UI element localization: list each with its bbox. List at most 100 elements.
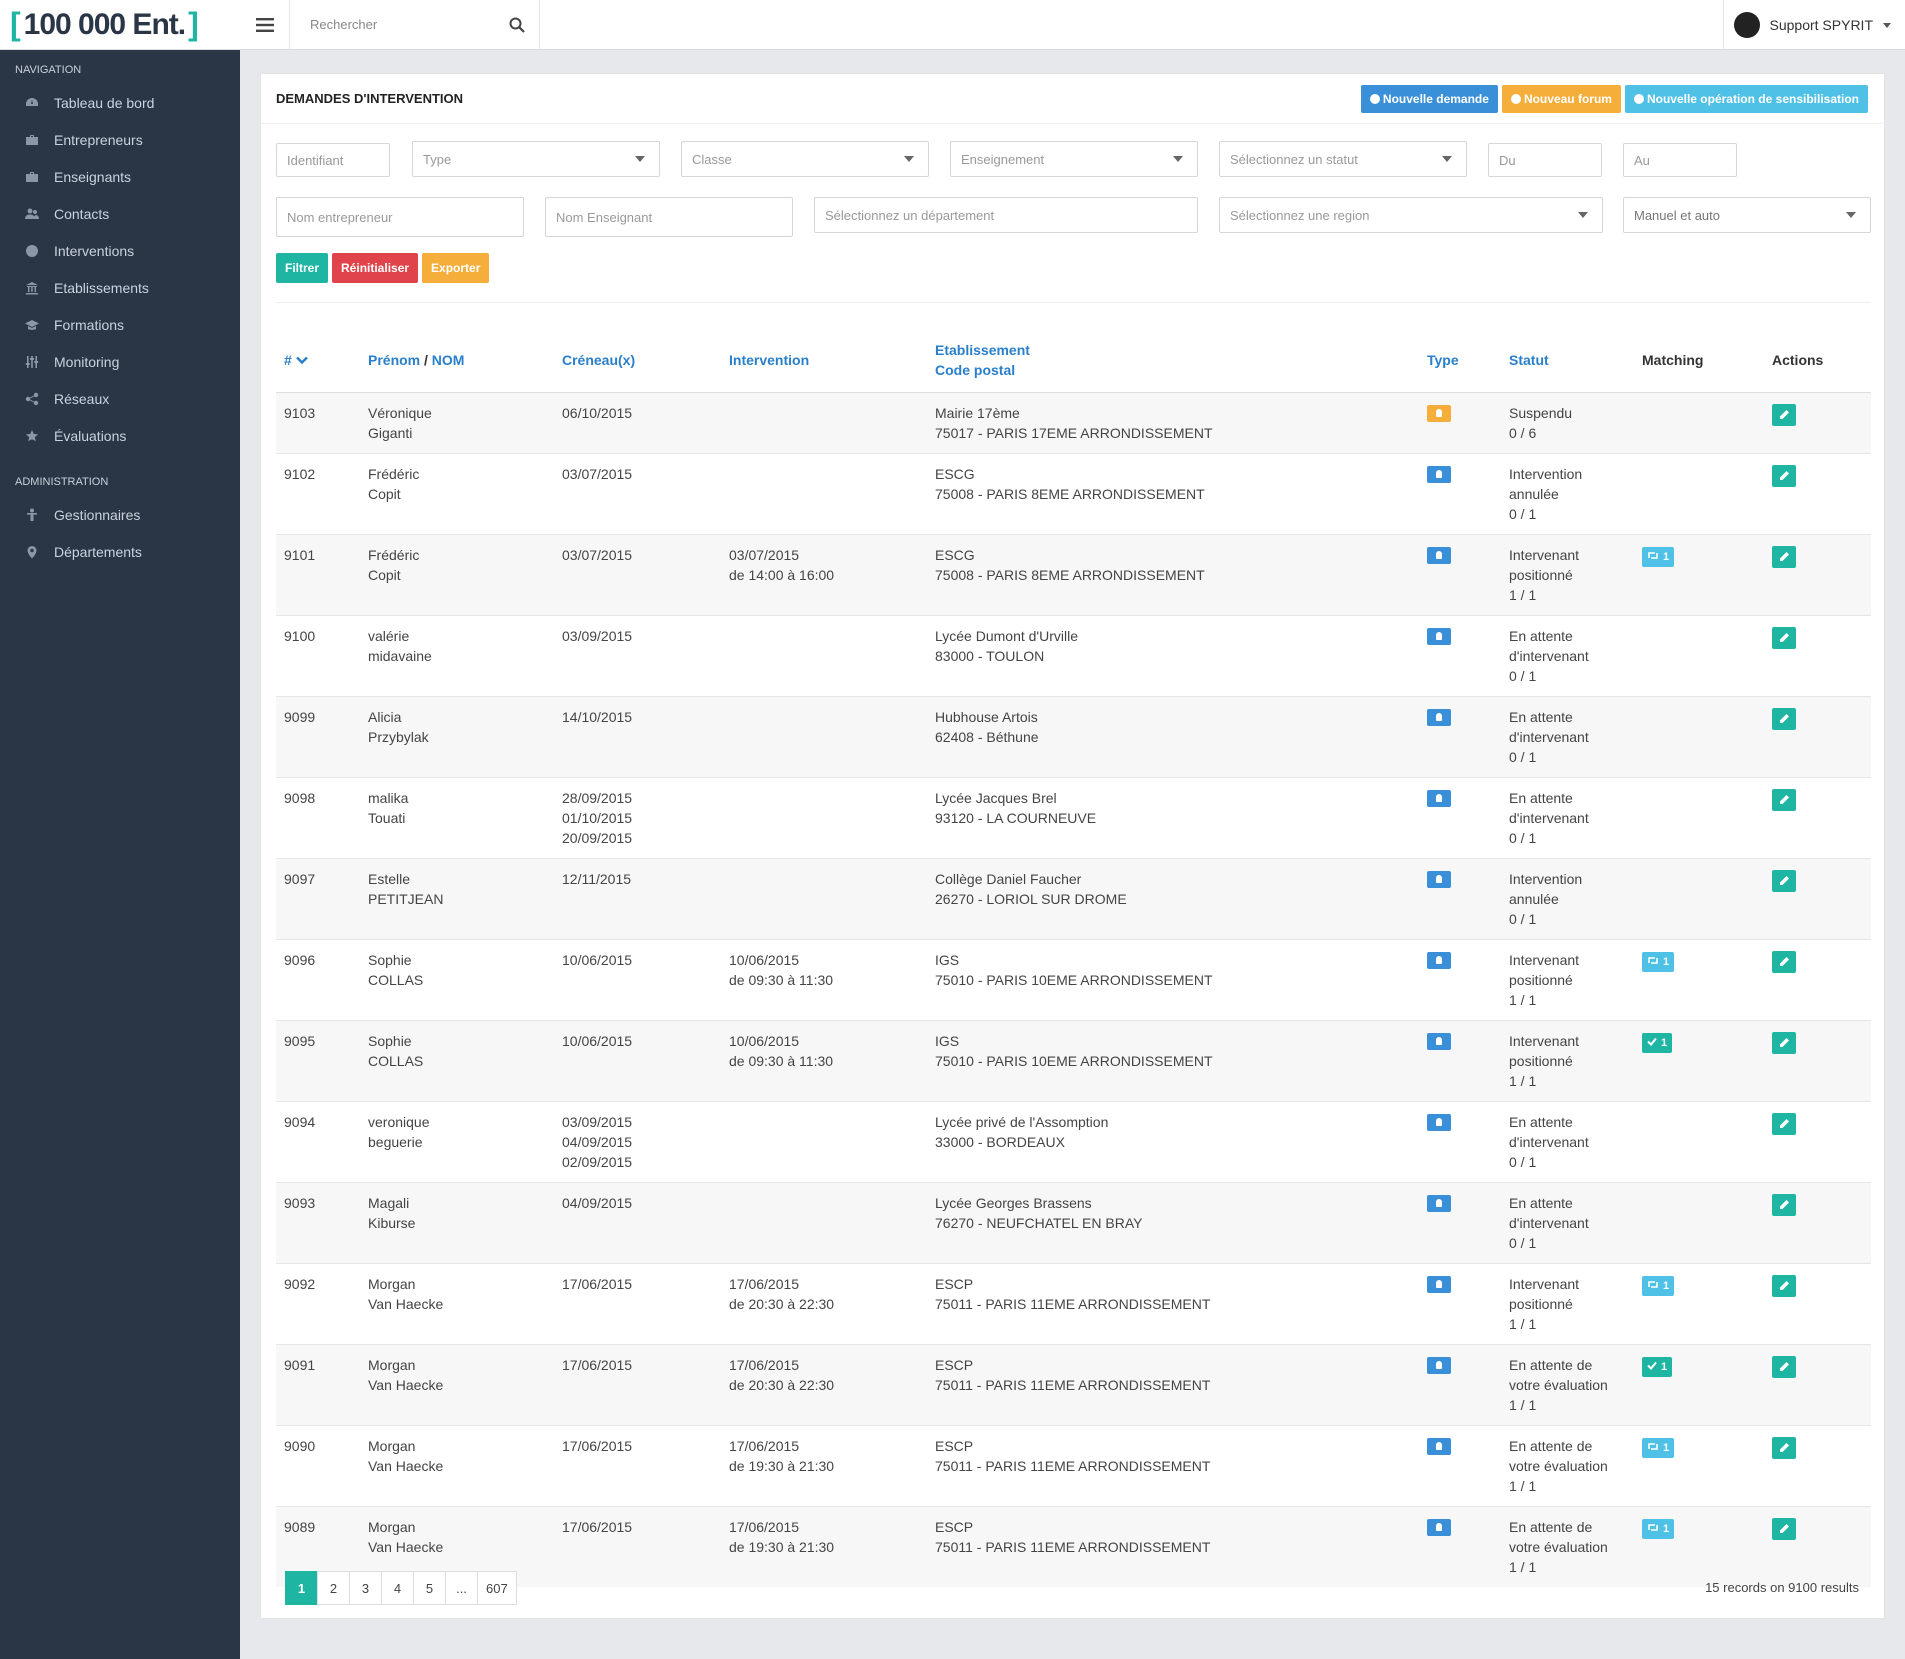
classe-select[interactable]: Classe — [681, 141, 929, 177]
new-operation-button[interactable]: Nouvelle opération de sensibilisation — [1624, 84, 1868, 113]
matching-validated-badge[interactable]: 1 — [1642, 1356, 1673, 1377]
edit-button[interactable] — [1772, 1274, 1796, 1297]
star-half-icon — [24, 428, 40, 444]
search-input[interactable]: Rechercher — [310, 17, 378, 32]
search-box[interactable]: Rechercher — [290, 0, 540, 50]
table-row[interactable]: 9090 Morgan Van Haecke 17/06/2015 17/06/2015… — [276, 1425, 1871, 1506]
sidebar-item-r-seaux[interactable]: Réseaux — [0, 380, 240, 417]
matching-pending-badge[interactable]: 1 — [1642, 1437, 1675, 1458]
menu-toggle-button[interactable] — [240, 0, 290, 50]
first-name: Véronique — [368, 404, 432, 421]
sidebar-item-contacts[interactable]: Contacts — [0, 195, 240, 232]
sidebar-item-etablissements[interactable]: Etablissements — [0, 269, 240, 306]
edit-button[interactable] — [1772, 1355, 1796, 1378]
matching-pending-badge[interactable]: 1 — [1642, 951, 1675, 972]
page-link[interactable]: 5 — [413, 1571, 446, 1605]
slots: 03/07/2015 — [554, 453, 721, 534]
sort-id-header[interactable]: # — [276, 328, 360, 393]
intervention-date: 10/06/2015 de 09:30 à 11:30 — [721, 1020, 927, 1101]
postal-code: 75011 - PARIS 11EME ARRONDISSEMENT — [935, 1295, 1211, 1312]
sidebar-item-tableau-de-bord[interactable]: Tableau de bord — [0, 84, 240, 121]
request-id: 9094 — [284, 1113, 316, 1130]
edit-button[interactable] — [1772, 707, 1796, 730]
page-link[interactable]: 2 — [317, 1571, 350, 1605]
pagination: 1 2 3 4 5... 607 — [285, 1571, 517, 1605]
region-select[interactable]: Sélectionnez une region — [1219, 197, 1603, 233]
edit-button[interactable] — [1772, 545, 1796, 568]
sort-slots-header[interactable]: Créneau(x) — [554, 328, 721, 393]
table-row[interactable]: 9092 Morgan Van Haecke 17/06/2015 17/06/2015… — [276, 1263, 1871, 1344]
sort-name-header[interactable]: Prénom / NOM — [360, 328, 554, 393]
matching-validated-badge[interactable]: 1 — [1642, 1032, 1673, 1053]
edit-button[interactable] — [1772, 869, 1796, 892]
table-row[interactable]: 9091 Morgan Van Haecke 17/06/2015 17/06/2015… — [276, 1344, 1871, 1425]
statut-select[interactable]: Sélectionnez un statut — [1219, 141, 1467, 177]
teacher-name-input[interactable]: Nom Enseignant — [545, 197, 793, 237]
table-row[interactable]: 9098 malika Touati 28/09/2015 01/10/2015 20/0… — [276, 777, 1871, 858]
reset-button[interactable]: Réinitialiser — [332, 253, 419, 283]
table-row[interactable]: 9093 Magali Kiburse 04/09/2015 Lycée Georges… — [276, 1182, 1871, 1263]
page-link[interactable]: 3 — [349, 1571, 382, 1605]
new-request-button[interactable]: Nouvelle demande — [1360, 84, 1498, 113]
department-select[interactable]: Sélectionnez un département — [814, 197, 1198, 233]
sidebar-item-interventions[interactable]: Interventions — [0, 232, 240, 269]
user-menu[interactable]: Support SPYRIT — [1722, 0, 1905, 50]
admin-item-gestionnaires[interactable]: Gestionnaires — [0, 496, 240, 533]
filter-button[interactable]: Filtrer — [276, 253, 329, 283]
table-row[interactable]: 9096 Sophie COLLAS 10/06/2015 10/06/2015 de 0… — [276, 939, 1871, 1020]
edit-button[interactable] — [1772, 1193, 1796, 1216]
export-button[interactable]: Exporter — [422, 253, 490, 283]
edit-button[interactable] — [1772, 1031, 1796, 1054]
page-link[interactable]: 1 — [285, 1571, 318, 1605]
search-icon[interactable] — [509, 17, 525, 33]
edit-button[interactable] — [1772, 1436, 1796, 1459]
establishment-name: ESCP — [935, 1275, 974, 1292]
date-to-input[interactable]: Au — [1623, 143, 1737, 177]
type-select[interactable]: Type — [412, 141, 660, 177]
app-logo[interactable]: [ 100 000 Ent. ] — [0, 0, 240, 50]
page-link[interactable]: 607 — [477, 1571, 517, 1605]
sidebar-item-monitoring[interactable]: Monitoring — [0, 343, 240, 380]
table-row[interactable]: 9099 Alicia Przybylak 14/10/2015 Hubhouse Ar… — [276, 696, 1871, 777]
sidebar-item-formations[interactable]: Formations — [0, 306, 240, 343]
edit-button[interactable] — [1772, 464, 1796, 487]
sidebar-item--valuations[interactable]: Évaluations — [0, 417, 240, 454]
table-row[interactable]: 9101 Frédéric Copit 03/07/2015 03/07/2015 de … — [276, 534, 1871, 615]
lastname-header-label[interactable]: NOM — [431, 351, 465, 368]
sort-type-header[interactable]: Type — [1419, 328, 1501, 393]
edit-button[interactable] — [1772, 403, 1796, 426]
table-row[interactable]: 9097 Estelle PETITJEAN 12/11/2015 Collège Da… — [276, 858, 1871, 939]
admin-item-d-partements[interactable]: Départements — [0, 533, 240, 570]
sort-establishment-header[interactable]: Etablissement Code postal — [927, 328, 1419, 393]
table-row[interactable]: 9100 valérie midavaine 03/09/2015 Lycée Dumo… — [276, 615, 1871, 696]
sidebar-item-entrepreneurs[interactable]: Entrepreneurs — [0, 121, 240, 158]
identifiant-input[interactable]: Identifiant — [276, 143, 390, 177]
intervention-date — [721, 696, 927, 777]
edit-button[interactable] — [1772, 788, 1796, 811]
department-placeholder: Sélectionnez un département — [825, 207, 995, 223]
table-row[interactable]: 9094 veronique beguerie 03/09/2015 04/09/201… — [276, 1101, 1871, 1182]
edit-button[interactable] — [1772, 1517, 1796, 1540]
mode-select[interactable]: Manuel et auto — [1623, 197, 1871, 233]
edit-button[interactable] — [1772, 950, 1796, 973]
sort-status-header[interactable]: Statut — [1501, 328, 1634, 393]
enseignement-select[interactable]: Enseignement — [950, 141, 1198, 177]
edit-button[interactable] — [1772, 1112, 1796, 1135]
matching-pending-badge[interactable]: 1 — [1642, 1275, 1675, 1296]
new-forum-button[interactable]: Nouveau forum — [1501, 84, 1621, 113]
sidebar-item-enseignants[interactable]: Enseignants — [0, 158, 240, 195]
table-row[interactable]: 9095 Sophie COLLAS 10/06/2015 10/06/2015 de 0… — [276, 1020, 1871, 1101]
slots-line: 17/06/2015 — [562, 1518, 633, 1535]
sort-intervention-header[interactable]: Intervention — [721, 328, 927, 393]
matching-pending-badge[interactable]: 1 — [1642, 546, 1675, 567]
last-name: PETITJEAN — [368, 890, 444, 907]
table-row[interactable]: 9103 Véronique Giganti 06/10/2015 Mairie 17è… — [276, 392, 1871, 453]
date-from-input[interactable]: Du — [1488, 143, 1602, 177]
matching-pending-badge[interactable]: 1 — [1642, 1518, 1675, 1539]
status-line: Intervenant — [1509, 1032, 1580, 1049]
edit-button[interactable] — [1772, 626, 1796, 649]
table-row[interactable]: 9102 Frédéric Copit 03/07/2015 ESCG 75008 - P… — [276, 453, 1871, 534]
entrepreneur-name-input[interactable]: Nom entrepreneur — [276, 197, 524, 237]
page-link[interactable]: 4 — [381, 1571, 414, 1605]
firstname-header-label[interactable]: Prénom — [368, 351, 421, 368]
